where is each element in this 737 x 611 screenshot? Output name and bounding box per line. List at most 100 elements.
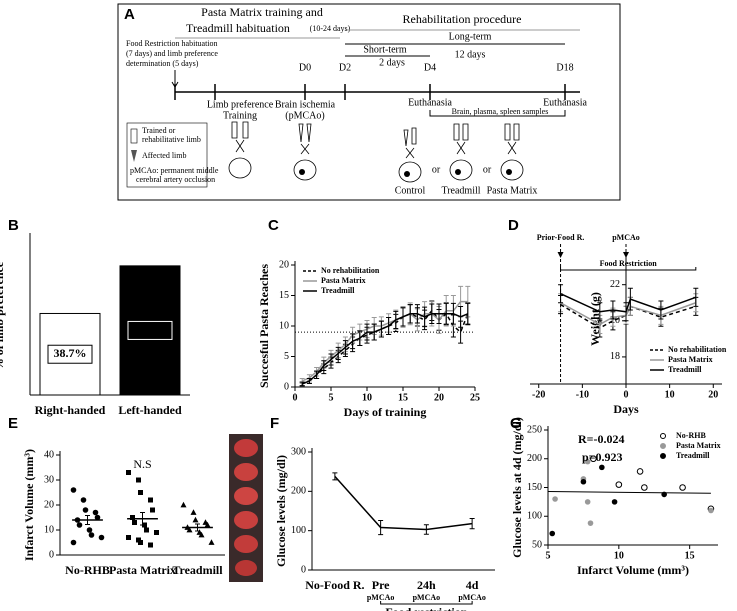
data-point (150, 507, 155, 513)
phase-days: (10-24 days) (310, 24, 351, 33)
y-tick-label: 100 (291, 525, 306, 536)
panel-frame (117, 3, 621, 201)
legend-text: pMCAo: permanent middle (130, 166, 219, 175)
error-bar (414, 304, 420, 324)
x-tick-label: 25 (470, 392, 480, 403)
data-point (148, 497, 153, 503)
category-note: pMCAo (458, 593, 486, 602)
y-axis-label: Weight (g) (588, 292, 602, 346)
y-tick-label: 18 (610, 351, 620, 362)
data-point (186, 526, 193, 533)
data-point (679, 484, 686, 491)
category-label: Right-handed (35, 403, 106, 417)
y-tick-label: 20 (279, 259, 289, 270)
event-label: Limb preference (207, 99, 274, 110)
bracket (429, 110, 566, 117)
phase-title: Rehabilitation procedure (403, 12, 522, 26)
value-label: 61.3% (134, 322, 167, 336)
event-label: pMCAo (612, 233, 640, 242)
day-label: D4 (424, 62, 436, 73)
data-point (154, 530, 159, 535)
y-axis-label: Glucose levels at 4d (mg/dl) (510, 417, 524, 558)
data-point (599, 464, 605, 471)
error-bar (610, 300, 616, 320)
category-note: pMCAo (413, 593, 441, 602)
error-bar (407, 304, 413, 324)
data-point (584, 499, 591, 505)
y-axis-label: Glucose levels (mg/dl) (274, 455, 288, 567)
x-axis-label: Days of training (344, 405, 427, 419)
category-label: No-RHB (65, 563, 110, 577)
error-bar (328, 353, 334, 366)
error-bar (306, 377, 312, 384)
x-axis-label: Infarct Volume (mm³) (577, 563, 689, 577)
series-line (301, 300, 468, 382)
data-point (611, 499, 618, 505)
error-bar (140, 512, 145, 526)
series-line (301, 309, 469, 385)
slice (234, 511, 258, 529)
day-label: D2 (339, 62, 351, 73)
phase-title: Pasta Matrix training and (201, 5, 323, 19)
data-point (138, 540, 143, 545)
error-bar (450, 302, 456, 325)
category-label: Treadmill (172, 563, 223, 577)
y-tick-label: 150 (527, 482, 542, 493)
day-label: D0 (299, 62, 311, 73)
data-point (148, 542, 153, 548)
panel-label: C (268, 217, 279, 234)
legend-text: cerebral artery occlusion (136, 175, 215, 184)
group-label: Treadmill (441, 185, 480, 196)
span-line (380, 601, 473, 605)
y-tick-label: 50 (532, 539, 542, 550)
slice (234, 487, 258, 505)
event-label: Training (223, 110, 257, 121)
error-bar (335, 346, 341, 361)
x-tick-label: 0 (293, 392, 298, 403)
y-axis-label: Succesful Pasta Reaches (257, 264, 271, 388)
data-point (590, 455, 597, 463)
error-bar (597, 302, 603, 322)
value-label: 38.7% (54, 346, 87, 360)
panel-label: A (124, 6, 135, 23)
annotation: p=0.923 (582, 450, 623, 464)
group-label: Pasta Matrix (487, 185, 538, 196)
y-tick-label: 300 (291, 446, 306, 457)
legend-marker (660, 433, 666, 439)
error-bar (469, 517, 475, 530)
span-line (560, 267, 697, 271)
series-line (334, 475, 473, 531)
error-bar (693, 287, 699, 307)
data-point (92, 509, 99, 516)
data-point (549, 530, 556, 537)
data-point (82, 507, 89, 513)
bar (39, 312, 101, 396)
legend-label: Treadmill (676, 451, 710, 460)
phase-days: 2 days (379, 57, 405, 68)
data-point (641, 484, 648, 491)
data-point (208, 539, 215, 545)
error-bar (429, 303, 435, 325)
data-point (584, 458, 591, 465)
annotation: N.S (133, 457, 151, 471)
data-point (138, 490, 143, 495)
data-point (88, 532, 95, 538)
y-tick-label: 30 (44, 474, 54, 485)
y-tick-label: 250 (527, 424, 542, 435)
panel-label: F (270, 415, 279, 432)
event-label: Prior-Food R. (537, 233, 585, 242)
or-text: or (483, 164, 492, 175)
x-tick-label: 20 (708, 389, 718, 400)
data-point (198, 531, 205, 538)
category-label: No-Food R. (305, 578, 364, 592)
x-axis-label: Days (613, 402, 639, 416)
x-tick-label: 0 (624, 389, 629, 400)
error-bar (195, 523, 200, 532)
data-point (144, 527, 149, 533)
legend-text: Affected limb (142, 151, 187, 160)
legend-label: No rehabilitation (321, 266, 380, 275)
habituation-text: determination (5 days) (126, 59, 199, 68)
event-label: Brain ischemia (275, 99, 336, 110)
y-tick-label: 15 (279, 290, 289, 301)
